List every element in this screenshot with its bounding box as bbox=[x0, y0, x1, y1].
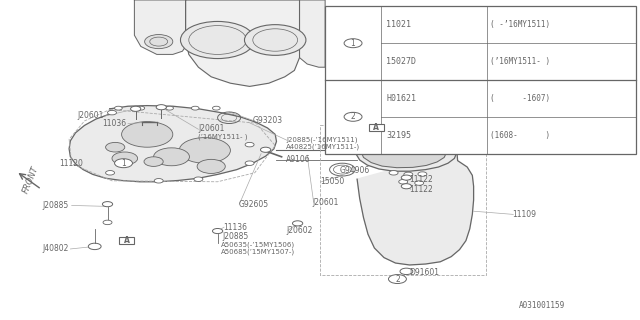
Text: (’16MY1511- ): (’16MY1511- ) bbox=[198, 133, 248, 140]
Text: J20885(-’16MY1511): J20885(-’16MY1511) bbox=[286, 137, 358, 143]
Circle shape bbox=[212, 106, 220, 110]
Circle shape bbox=[415, 181, 424, 185]
Text: 11036: 11036 bbox=[102, 119, 127, 128]
Text: 1: 1 bbox=[351, 39, 355, 48]
Text: H01621: H01621 bbox=[386, 94, 416, 103]
Text: 11120: 11120 bbox=[60, 159, 83, 168]
Text: A50635(-’15MY1506): A50635(-’15MY1506) bbox=[221, 242, 295, 248]
Text: D91601: D91601 bbox=[410, 268, 440, 277]
Text: G93203: G93203 bbox=[253, 116, 283, 125]
Text: J20601: J20601 bbox=[77, 111, 104, 120]
Text: A9106: A9106 bbox=[286, 155, 310, 164]
Circle shape bbox=[344, 39, 362, 48]
Text: ( -’16MY1511): ( -’16MY1511) bbox=[490, 20, 550, 29]
Circle shape bbox=[106, 142, 125, 152]
Text: (1608-      ): (1608- ) bbox=[490, 131, 550, 140]
Circle shape bbox=[418, 172, 427, 176]
Text: A: A bbox=[124, 236, 130, 245]
Circle shape bbox=[115, 159, 132, 168]
Circle shape bbox=[112, 152, 138, 165]
Circle shape bbox=[145, 35, 173, 49]
Circle shape bbox=[260, 147, 271, 152]
Text: 11021: 11021 bbox=[386, 20, 411, 29]
Polygon shape bbox=[134, 0, 186, 54]
Text: A031001159: A031001159 bbox=[518, 301, 564, 310]
Text: J20885: J20885 bbox=[223, 232, 249, 241]
Text: A50685(’15MY1507-): A50685(’15MY1507-) bbox=[221, 249, 295, 255]
Polygon shape bbox=[361, 134, 447, 168]
Circle shape bbox=[131, 106, 141, 111]
Text: (      -1607): ( -1607) bbox=[490, 94, 550, 103]
Circle shape bbox=[122, 122, 173, 147]
Text: A40825(’16MY1511-): A40825(’16MY1511-) bbox=[286, 144, 360, 150]
Circle shape bbox=[102, 202, 113, 207]
Circle shape bbox=[156, 105, 166, 110]
Circle shape bbox=[154, 179, 163, 183]
Circle shape bbox=[400, 268, 413, 275]
Circle shape bbox=[344, 112, 362, 121]
Circle shape bbox=[180, 21, 255, 59]
Polygon shape bbox=[356, 129, 457, 171]
Circle shape bbox=[166, 106, 173, 110]
Circle shape bbox=[144, 157, 163, 166]
Circle shape bbox=[404, 172, 413, 177]
Circle shape bbox=[212, 228, 223, 234]
Circle shape bbox=[389, 171, 398, 175]
Text: 1: 1 bbox=[121, 159, 126, 168]
Circle shape bbox=[106, 171, 115, 175]
Circle shape bbox=[197, 159, 225, 173]
Text: 2: 2 bbox=[351, 112, 355, 121]
Circle shape bbox=[399, 180, 408, 184]
Polygon shape bbox=[357, 152, 474, 265]
Text: (’16MY1511- ): (’16MY1511- ) bbox=[490, 57, 550, 66]
Circle shape bbox=[245, 161, 254, 165]
Text: J20601: J20601 bbox=[312, 198, 339, 207]
Text: 15050: 15050 bbox=[320, 177, 344, 186]
Polygon shape bbox=[186, 0, 300, 86]
Circle shape bbox=[388, 275, 406, 284]
Circle shape bbox=[245, 142, 254, 147]
Text: 11109: 11109 bbox=[512, 210, 536, 219]
Text: 11122: 11122 bbox=[410, 175, 433, 184]
Circle shape bbox=[179, 138, 230, 163]
Circle shape bbox=[88, 243, 101, 250]
Circle shape bbox=[115, 106, 122, 110]
Text: G92605: G92605 bbox=[239, 200, 269, 209]
Text: J40802: J40802 bbox=[43, 244, 69, 253]
Polygon shape bbox=[69, 106, 276, 182]
Text: G94906: G94906 bbox=[339, 166, 369, 175]
Text: J20602: J20602 bbox=[286, 226, 312, 235]
FancyBboxPatch shape bbox=[369, 124, 384, 131]
Text: 11122: 11122 bbox=[410, 185, 433, 194]
Circle shape bbox=[137, 106, 145, 110]
Text: 2: 2 bbox=[395, 275, 400, 284]
Text: 15027D: 15027D bbox=[386, 57, 416, 66]
Circle shape bbox=[191, 106, 199, 110]
Circle shape bbox=[194, 177, 203, 181]
Circle shape bbox=[292, 221, 303, 226]
Text: FRONT: FRONT bbox=[21, 165, 40, 195]
Text: 11136: 11136 bbox=[223, 223, 246, 232]
Circle shape bbox=[103, 220, 112, 225]
Text: 32195: 32195 bbox=[386, 131, 411, 140]
FancyBboxPatch shape bbox=[325, 6, 636, 154]
Text: J20885: J20885 bbox=[43, 201, 69, 210]
Text: A: A bbox=[373, 123, 380, 132]
Circle shape bbox=[401, 184, 412, 189]
Text: J20601: J20601 bbox=[198, 124, 225, 133]
Polygon shape bbox=[300, 0, 325, 67]
Circle shape bbox=[401, 175, 412, 180]
Circle shape bbox=[244, 25, 306, 55]
Circle shape bbox=[108, 110, 116, 115]
Circle shape bbox=[154, 148, 189, 166]
FancyBboxPatch shape bbox=[119, 237, 134, 244]
